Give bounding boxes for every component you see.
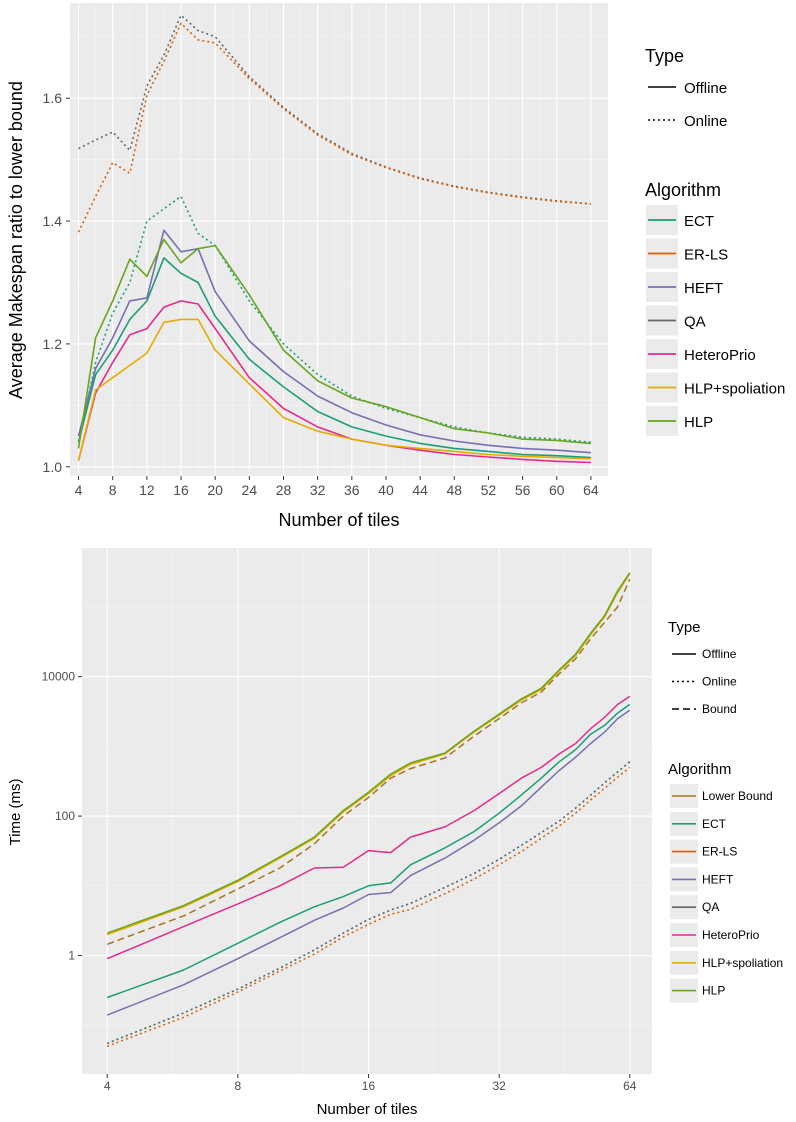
- x-tick-label: 64: [583, 482, 599, 498]
- legend-label: ECT: [702, 817, 727, 831]
- series-line-heteroprio-offline: [106, 695, 631, 960]
- legend-type-title: Type: [645, 46, 684, 66]
- x-tick-label: 20: [207, 482, 223, 498]
- y-tick-label: 1.6: [43, 90, 63, 106]
- legend-label: Lower Bound: [702, 789, 773, 803]
- x-axis-ticks: 4 8 12 16 20 24 28 32 36 40 44 48 52 56 60 64: [75, 476, 599, 498]
- legend-algorithm-title: Algorithm: [645, 180, 721, 200]
- legend-label: HeteroPrio: [684, 347, 756, 364]
- y-tick-label: 100: [55, 809, 75, 823]
- legend-label: HLP: [684, 414, 713, 431]
- x-tick-label: 60: [549, 482, 565, 498]
- x-tick-label: 40: [378, 482, 394, 498]
- legend: Offline Online Bound Lower Bound ECT ER-LS HEF…: [670, 647, 783, 1003]
- series-lines: [77, 14, 591, 464]
- series-line-ect-offline: [77, 257, 591, 459]
- legend-label: HLP: [702, 984, 725, 998]
- legend-label: Online: [684, 113, 727, 130]
- x-tick-label: 32: [492, 1079, 506, 1093]
- legend-label: HEFT: [702, 872, 734, 886]
- series-line-lower-bound-bound: [106, 578, 631, 946]
- legend-label: Bound: [702, 702, 737, 716]
- legend-label: HLP+spoliation: [684, 381, 785, 398]
- makespan-ratio-chart: 4 8 12 16 20 24 28 32 36 40 44 48 52 56 60 64 1.01.21.4…: [6, 3, 785, 530]
- x-tick-label: 56: [515, 482, 531, 498]
- y-axis-label: Time (ms): [7, 779, 24, 846]
- legend-label: HLP+spoliation: [702, 956, 783, 970]
- x-tick-label: 24: [242, 482, 258, 498]
- legend-label: Offline: [702, 647, 737, 661]
- series-lines: [106, 572, 631, 1048]
- x-tick-label: 36: [344, 482, 360, 498]
- series-line-hlp-offline: [77, 238, 591, 449]
- x-tick-label: 12: [139, 482, 155, 498]
- x-tick-label: 32: [310, 482, 326, 498]
- series-line-ect-offline: [106, 703, 631, 999]
- legend-label: ECT: [684, 213, 714, 230]
- x-tick-label: 4: [75, 482, 83, 498]
- x-tick-label: 28: [276, 482, 292, 498]
- legend-label: Offline: [684, 80, 727, 97]
- plot-panel: [82, 548, 652, 1074]
- grid-lines: [82, 548, 652, 1074]
- grid-lines: [70, 3, 608, 476]
- x-tick-label: 8: [234, 1079, 241, 1093]
- x-tick-label: 4: [104, 1079, 111, 1093]
- x-axis-ticks: 4 8 16 32 64: [104, 1074, 637, 1093]
- legend-label: Online: [702, 675, 737, 689]
- legend-label: ER-LS: [702, 845, 737, 859]
- legend-label: HeteroPrio: [702, 928, 760, 942]
- legend-label: HEFT: [684, 280, 723, 297]
- y-axis-ticks: 1.0 1.2 1.4 1.6: [43, 90, 70, 475]
- x-tick-label: 44: [412, 482, 428, 498]
- y-tick-label: 1.2: [43, 336, 63, 352]
- legend: Offline Online ECT ER-LS HEFT QA HeteroPrio HLP…: [646, 80, 785, 436]
- series-line-heft-offline: [106, 709, 631, 1016]
- series-line-er-ls-online: [106, 766, 631, 1048]
- x-tick-label: 8: [109, 482, 117, 498]
- x-tick-label: 64: [623, 1079, 637, 1093]
- x-tick-label: 16: [173, 482, 189, 498]
- y-tick-label: 1.4: [43, 213, 63, 229]
- series-line-hlp-spoliation-offline: [77, 318, 591, 461]
- y-axis-ticks: 1 100 10000: [42, 670, 82, 963]
- execution-time-chart: 4 8 16 32 64 1 100 10000 Number of tiles Time …: [7, 548, 783, 1118]
- x-axis-label: Number of tiles: [278, 510, 399, 530]
- y-tick-label: 10000: [42, 670, 76, 684]
- legend-algorithm-title: Algorithm: [668, 761, 731, 778]
- y-tick-label: 1.0: [43, 459, 63, 475]
- legend-type-title: Type: [668, 619, 701, 636]
- x-tick-label: 16: [362, 1079, 376, 1093]
- x-tick-label: 48: [446, 482, 462, 498]
- legend-label: ER-LS: [684, 247, 728, 264]
- legend-label: QA: [684, 314, 706, 331]
- series-line-heteroprio-offline: [77, 300, 591, 464]
- x-tick-label: 52: [481, 482, 497, 498]
- x-axis-label: Number of tiles: [317, 1101, 418, 1118]
- y-tick-label: 1: [68, 949, 75, 963]
- series-line-hlp-offline: [106, 572, 631, 934]
- plot-panel: [70, 3, 608, 476]
- y-axis-label: Average Makespan ratio to lower bound: [6, 81, 26, 399]
- series-line-heft-offline: [77, 229, 591, 454]
- series-line-er-ls-online: [77, 22, 591, 233]
- legend-label: QA: [702, 900, 719, 914]
